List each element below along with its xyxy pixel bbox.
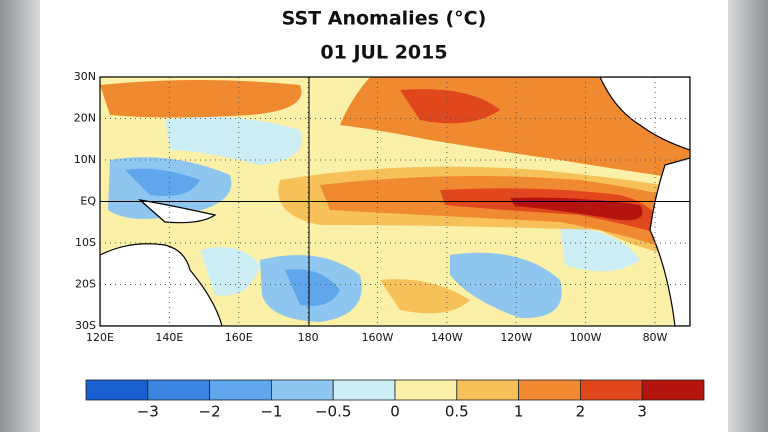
colorbar-label: 2	[576, 403, 586, 421]
lon-label: 120W	[500, 331, 532, 344]
colorbar-label: 3	[637, 403, 647, 421]
lat-label: 20N	[74, 112, 96, 125]
lon-label: 140W	[431, 331, 463, 344]
lon-label: 180	[298, 331, 319, 344]
lon-label: 80W	[643, 331, 668, 344]
colorbar-swatch	[518, 379, 581, 401]
lat-label: 10N	[74, 153, 96, 166]
colorbar-swatch	[394, 379, 458, 401]
lat-label: 30N	[74, 70, 96, 83]
lon-label: 120E	[86, 331, 114, 344]
lat-label: 10S	[75, 236, 96, 249]
colorbar-label: 0	[390, 403, 400, 421]
colorbar-label: 0.5	[445, 403, 469, 421]
lat-label: 30S	[75, 319, 96, 332]
colorbar-label: −2	[199, 403, 221, 421]
colorbar-swatch	[641, 379, 705, 401]
colorbar-swatch	[270, 379, 334, 401]
title: SST Anomalies (°C)	[282, 8, 487, 30]
colorbar-swatch	[85, 379, 149, 401]
lon-label: 140E	[155, 331, 183, 344]
lon-label: 100W	[570, 331, 602, 344]
lat-label: EQ	[80, 195, 96, 208]
colorbar-label: −1	[260, 403, 282, 421]
colorbar-swatch	[209, 379, 272, 401]
lon-label: 160W	[362, 331, 394, 344]
colorbar-label: 1	[514, 403, 524, 421]
colorbar-label: −3	[137, 403, 159, 421]
right-border	[728, 0, 768, 432]
left-border	[0, 0, 40, 432]
lon-label: 160E	[225, 331, 253, 344]
colorbar-swatch	[147, 379, 211, 401]
colorbar-label: −0.5	[315, 403, 351, 421]
colorbar-swatch	[580, 379, 643, 401]
colorbar-swatch	[456, 379, 519, 401]
lat-label: 20S	[75, 278, 96, 291]
date: 01 JUL 2015	[320, 42, 447, 64]
colorbar-swatch	[332, 379, 396, 401]
colorbar: −3 −2 −1 −0.5 0 0.5 1 2 3	[85, 379, 705, 421]
